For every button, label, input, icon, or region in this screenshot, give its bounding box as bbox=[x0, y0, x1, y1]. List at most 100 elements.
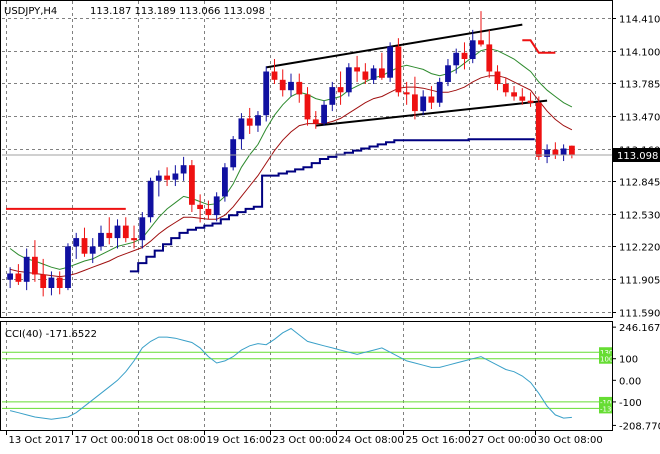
candle-body bbox=[296, 82, 302, 95]
candle-body bbox=[387, 47, 393, 78]
candle-body bbox=[528, 101, 534, 103]
candle-body bbox=[371, 68, 377, 80]
candle-body bbox=[106, 233, 112, 238]
candle-body bbox=[404, 92, 410, 94]
candle-body bbox=[156, 176, 162, 181]
candle-body bbox=[478, 40, 484, 44]
candle-body bbox=[272, 72, 278, 80]
time-tick-label: 23 Oct 00:00 bbox=[273, 435, 338, 446]
candle-body bbox=[453, 53, 459, 66]
candle-body bbox=[255, 115, 261, 125]
candle-body bbox=[139, 217, 145, 240]
candle-body bbox=[305, 94, 311, 119]
cci-label: CCI(40) -171.6522 bbox=[5, 329, 97, 340]
time-tick-label: 25 Oct 16:00 bbox=[406, 435, 471, 446]
candle-body bbox=[536, 103, 542, 157]
time-tick-label: 24 Oct 08:00 bbox=[339, 435, 404, 446]
candle-body bbox=[329, 87, 335, 105]
candle-body bbox=[445, 65, 451, 82]
candle-body bbox=[222, 167, 228, 196]
candle-body bbox=[263, 72, 269, 116]
candle-body bbox=[40, 275, 46, 289]
candle-body bbox=[82, 238, 88, 254]
candle-body bbox=[164, 176, 170, 180]
candle-body bbox=[189, 165, 195, 205]
ohlc-label: 113.187 113.189 113.066 113.098 bbox=[90, 6, 265, 17]
price-tick-label: 114.100 bbox=[619, 48, 660, 59]
current-price-label: 113.098 bbox=[617, 151, 658, 162]
candle-body bbox=[57, 278, 63, 288]
time-tick-label: 17 Oct 00:00 bbox=[75, 435, 140, 446]
candle-body bbox=[396, 47, 402, 93]
candle-body bbox=[470, 40, 476, 59]
cci-tick-label: -100 bbox=[619, 398, 642, 409]
candle-body bbox=[379, 68, 385, 77]
candle-body bbox=[230, 139, 236, 167]
cci-level-label: -130 bbox=[600, 405, 616, 413]
price-tick-label: 111.590 bbox=[619, 309, 660, 320]
candle-body bbox=[7, 274, 13, 280]
candle-body bbox=[197, 205, 203, 209]
time-tick-label: 18 Oct 08:00 bbox=[141, 435, 206, 446]
cci-tick-label: 0.00 bbox=[619, 376, 641, 387]
price-tick-label: 112.530 bbox=[619, 211, 660, 222]
candle-body bbox=[16, 274, 22, 282]
candle-body bbox=[338, 87, 344, 92]
time-tick-label: 13 Oct 2017 bbox=[9, 435, 71, 446]
cci-level-label: 100 bbox=[600, 356, 613, 364]
candle-body bbox=[553, 150, 559, 155]
candle-body bbox=[503, 84, 509, 92]
price-tick-label: 111.905 bbox=[619, 276, 660, 287]
candle-body bbox=[544, 150, 550, 157]
candle-body bbox=[24, 257, 30, 282]
candle-body bbox=[462, 53, 468, 59]
candle-body bbox=[511, 92, 517, 96]
time-tick-label: 27 Oct 00:00 bbox=[472, 435, 537, 446]
candle-body bbox=[49, 278, 55, 288]
candle-body bbox=[288, 82, 294, 90]
price-tick-label: 112.845 bbox=[619, 178, 660, 189]
candle-body bbox=[561, 149, 567, 155]
candle-body bbox=[90, 246, 96, 253]
candle-body bbox=[73, 238, 79, 246]
candle-body bbox=[321, 105, 327, 124]
candle-body bbox=[214, 196, 220, 215]
candle-body bbox=[313, 119, 319, 123]
candle-body bbox=[131, 238, 137, 240]
time-tick-label: 19 Oct 16:00 bbox=[207, 435, 272, 446]
candle-body bbox=[32, 257, 38, 275]
price-tick-label: 113.785 bbox=[619, 80, 660, 91]
candle-body bbox=[123, 226, 129, 239]
candle-body bbox=[115, 226, 121, 239]
candle-body bbox=[354, 67, 360, 71]
candle-body bbox=[346, 67, 352, 92]
price-tick-label: 112.220 bbox=[619, 243, 660, 254]
time-tick-label: 30 Oct 08:00 bbox=[538, 435, 603, 446]
candle-body bbox=[486, 44, 492, 71]
candle-body bbox=[148, 181, 154, 217]
candle-body bbox=[65, 246, 71, 288]
candle-body bbox=[247, 118, 253, 125]
candle-body bbox=[420, 97, 426, 112]
candle-body bbox=[519, 97, 525, 101]
symbol-label: USDJPY,H4 bbox=[4, 6, 57, 17]
candle-body bbox=[412, 94, 418, 111]
candle-body bbox=[363, 72, 369, 80]
candle-body bbox=[239, 118, 245, 139]
candle-body bbox=[181, 165, 187, 173]
candle-body bbox=[495, 72, 501, 85]
price-tick-label: 113.470 bbox=[619, 113, 660, 124]
candle-body bbox=[429, 97, 435, 103]
price-tick-label: 114.410 bbox=[619, 15, 660, 26]
candle-body bbox=[98, 233, 104, 247]
cci-tick-label: -208.7702 bbox=[619, 421, 660, 432]
candle-body bbox=[437, 82, 443, 103]
candle-body bbox=[206, 209, 212, 215]
candle-body bbox=[280, 80, 286, 90]
candle-body bbox=[173, 174, 179, 180]
candle-body bbox=[569, 146, 575, 155]
